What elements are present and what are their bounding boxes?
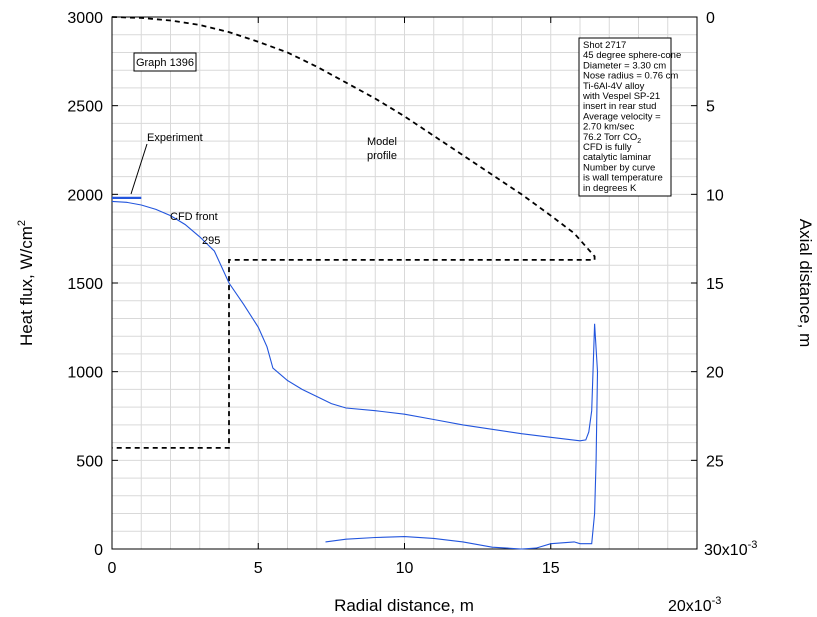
- info-line: insert in rear stud: [583, 101, 656, 112]
- y-right-axis-title: Axial distance, m: [796, 219, 815, 348]
- y-right-multiplier-exp: -3: [748, 539, 758, 551]
- info-line: Shot 2717: [583, 40, 626, 51]
- info-line: catalytic laminar: [583, 152, 651, 163]
- info-line: 76.2 Torr CO2: [583, 132, 641, 145]
- y-right-tick-label: 20: [706, 365, 724, 382]
- graph-label-box: [133, 52, 197, 72]
- x-tick-label: 5: [254, 560, 263, 577]
- x-tick-label: 15: [542, 560, 560, 577]
- y-left-axis-title: Heat flux, W/cm2: [16, 220, 36, 346]
- x-tick-label: 0: [108, 560, 117, 577]
- y-left-tick-label: 0: [94, 542, 103, 559]
- info-line: Number by curve: [583, 162, 655, 173]
- info-line-subscript: 2: [637, 138, 641, 145]
- info-line: is wall temperature: [583, 173, 663, 184]
- y-right-tick-label: 0: [706, 10, 715, 27]
- y-left-tick-label: 1000: [67, 365, 103, 382]
- y-left-axis-sup: 2: [16, 220, 28, 226]
- experiment-pointer: [130, 143, 148, 195]
- wall-temperature-label: 295: [202, 235, 220, 247]
- y-left-tick-label: 2000: [67, 187, 103, 204]
- info-line: 45 degree sphere-cone: [583, 50, 681, 61]
- y-right-multiplier: 30x10-3: [704, 539, 757, 559]
- x-tick-label: 10: [396, 560, 414, 577]
- info-line: Ti-6Al-4V alloy: [583, 81, 645, 92]
- y-left-tick-label: 500: [76, 453, 103, 470]
- y-right-tick-label: 25: [706, 453, 724, 470]
- model-profile-line: [111, 16, 596, 449]
- x-multiplier: 20x10-3: [668, 595, 721, 615]
- y-right-tick-label: 5: [706, 99, 715, 116]
- x-axis-title: Radial distance, m: [334, 596, 474, 615]
- info-line: with Vespel SP-21: [582, 91, 660, 102]
- info-line: Diameter = 3.30 cm: [583, 60, 666, 71]
- y-right-tick-label: 10: [706, 187, 724, 204]
- experiment-label: Experiment: [147, 132, 203, 144]
- info-line: in degrees K: [583, 183, 637, 194]
- y-left-tick-label: 3000: [67, 10, 103, 27]
- ticks: 0 5 10 15 0 500 1000 1500 2000 2500 3000 0 5 10 15 20 25: [67, 10, 723, 577]
- x-multiplier-exp: -3: [712, 595, 722, 607]
- model-label-line2: profile: [367, 150, 397, 162]
- info-line: Average velocity =: [583, 111, 661, 122]
- cfd-front-label: CFD front: [170, 211, 218, 223]
- graph-label: Graph 1396: [136, 57, 194, 69]
- info-line: CFD is fully: [583, 142, 632, 153]
- y-left-tick-label: 2500: [67, 99, 103, 116]
- series-layer: [111, 16, 599, 550]
- cfd-heat-flux-line: [111, 200, 599, 550]
- info-line: 2.70 km/sec: [583, 122, 634, 133]
- model-label-line1: Model: [367, 136, 397, 148]
- y-left-tick-label: 1500: [67, 276, 103, 293]
- info-line: Nose radius = 0.76 cm: [583, 71, 678, 82]
- y-right-tick-label: 15: [706, 276, 724, 293]
- info-box: [578, 37, 672, 197]
